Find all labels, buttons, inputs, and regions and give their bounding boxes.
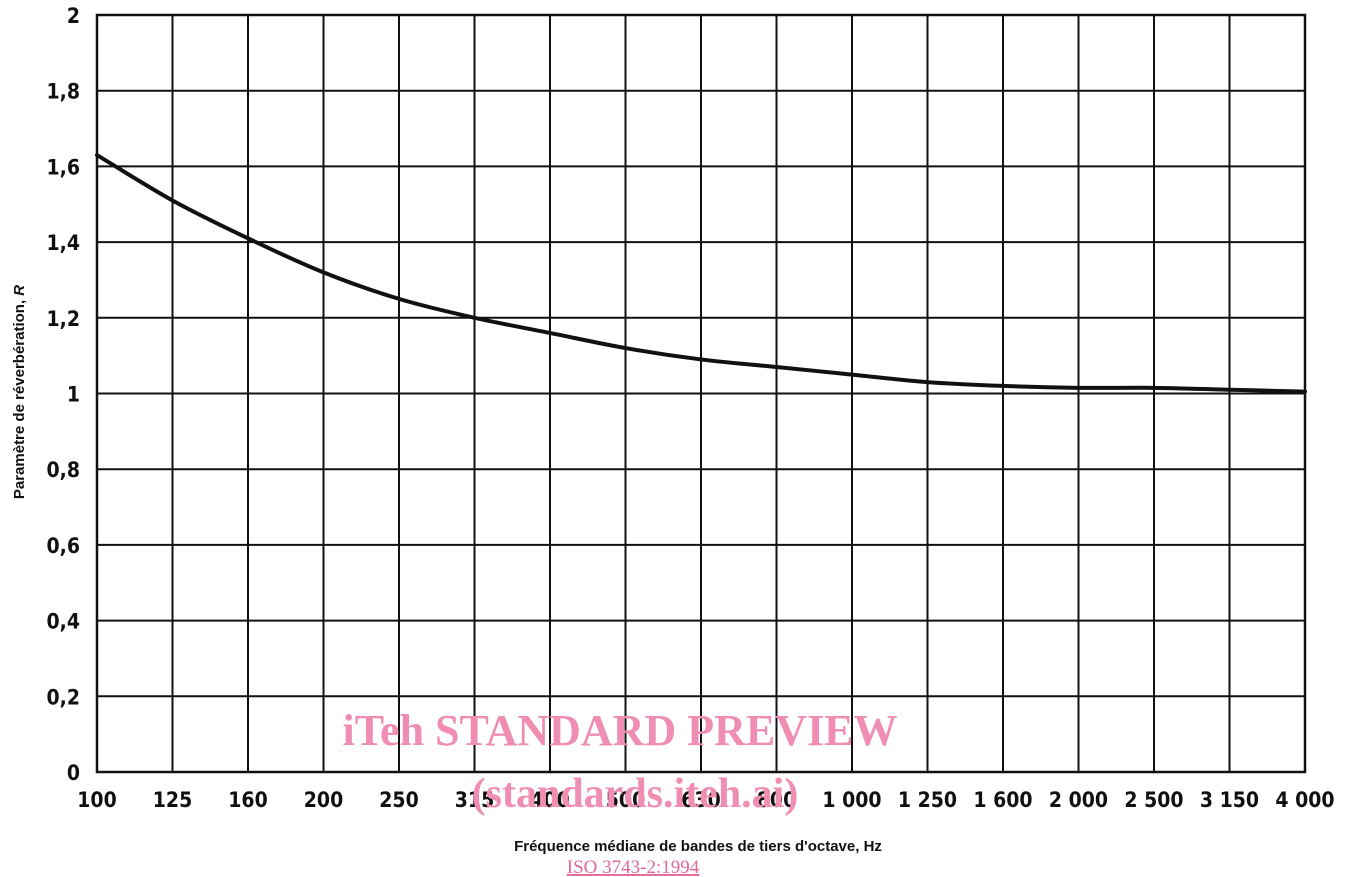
x-tick-label: 4 000	[1275, 788, 1334, 812]
x-tick-label: 800	[757, 788, 796, 812]
x-tick-label: 160	[228, 788, 267, 812]
plot-frame	[95, 13, 1307, 774]
watermark-site: (standards.iteh.ai)	[472, 771, 799, 817]
x-tick-label: 125	[153, 788, 192, 812]
y-tick-label: 1	[67, 383, 80, 407]
x-tick-label: 3 150	[1200, 788, 1259, 812]
x-tick-label: 250	[379, 788, 418, 812]
y-tick-label: 2	[67, 4, 80, 28]
y-tick-label: 1,8	[47, 80, 80, 104]
x-tick-label: 100	[77, 788, 116, 812]
x-tick-label: 315	[455, 788, 494, 812]
x-tick-labels: 100 125 160 200 250 315 400 500 630 800 1 000 1 250…	[77, 788, 1334, 812]
y-tick-label: 0,4	[47, 610, 80, 634]
y-tick-label: 0,8	[47, 458, 80, 482]
x-tick-label: 1 000	[822, 788, 881, 812]
watermark-title: iTeh STANDARD PREVIEW	[343, 706, 898, 755]
y-axis-label-symbol: R	[11, 285, 28, 296]
x-tick-label: 1 250	[898, 788, 957, 812]
y-tick-label: 0,6	[47, 534, 80, 558]
y-tick-labels: 0 0,2 0,4 0,6 0,8 1 1,2 1,4 1,6 1,8 2	[47, 4, 80, 785]
y-tick-label: 0,2	[47, 685, 80, 709]
y-tick-label: 0	[67, 761, 80, 785]
y-tick-label: 1,4	[47, 231, 80, 255]
x-tick-label: 500	[606, 788, 645, 812]
y-tick-label: 1,2	[47, 307, 80, 331]
grid-lines	[96, 14, 1306, 773]
y-axis-label-text: Paramètre de réverbération,	[11, 296, 28, 499]
x-tick-label: 400	[530, 788, 569, 812]
y-tick-label: 1,6	[47, 155, 80, 179]
x-tick-label: 2 000	[1049, 788, 1108, 812]
x-tick-label: 200	[304, 788, 343, 812]
series-layer	[95, 153, 1307, 394]
x-tick-label: 2 500	[1124, 788, 1183, 812]
watermark-standard-link[interactable]: ISO 3743-2:1994	[567, 857, 700, 877]
x-axis-label: Fréquence médiane de bandes de tiers d'o…	[514, 838, 882, 855]
series-line	[95, 153, 1307, 394]
y-axis-label: Paramètre de réverbération, R	[11, 285, 28, 499]
x-tick-label: 1 600	[973, 788, 1032, 812]
x-tick-label: 630	[681, 788, 720, 812]
